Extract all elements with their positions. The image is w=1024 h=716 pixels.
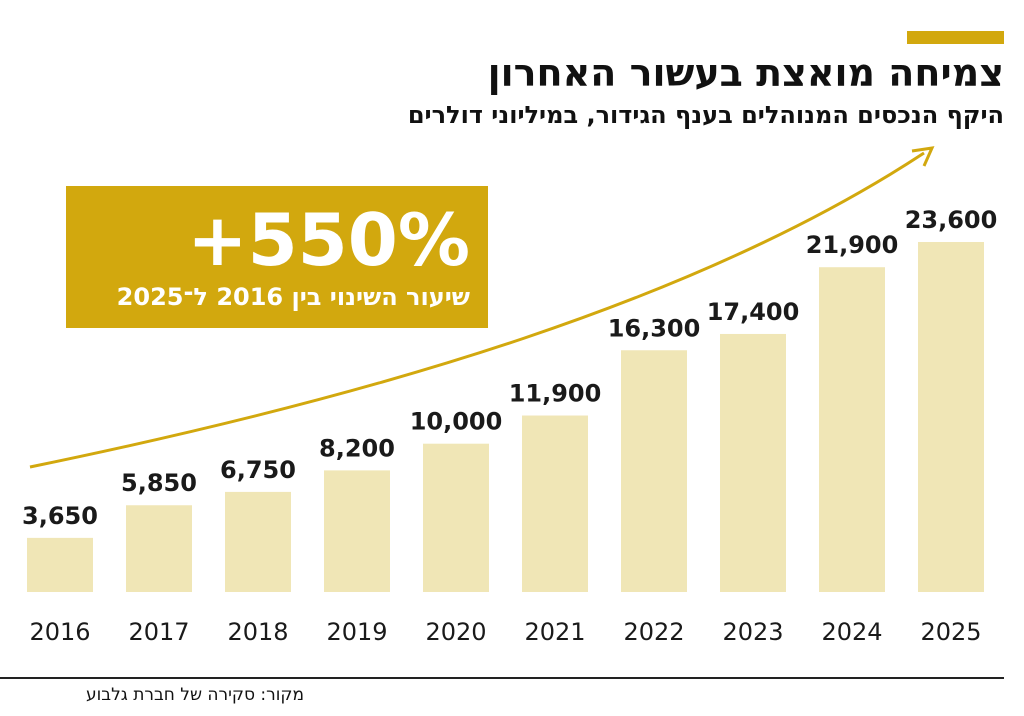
callout-label: שיעור השינוי בין 2016 ל־2025 [116,283,470,311]
value-label-2018: 6,750 [220,456,296,484]
bar-2016 [27,537,93,592]
accent-bar [907,31,1004,44]
callout-value: +550% [187,198,470,282]
bar-2017 [126,505,192,592]
year-label-2019: 2019 [326,618,387,646]
bar-2023 [720,333,786,592]
value-label-2022: 16,300 [608,314,701,342]
chart-subtitle: היקף הנכסים המנוהלים בענף הגידור, במיליו… [407,101,1004,129]
year-label-2020: 2020 [425,618,486,646]
year-label-2023: 2023 [722,618,783,646]
bar-2025 [918,242,984,592]
bar-2022 [621,350,687,592]
value-label-2016: 3,650 [22,502,98,530]
year-label-2017: 2017 [128,618,189,646]
bar-2018 [225,491,291,592]
year-label-2018: 2018 [227,618,288,646]
value-label-2024: 21,900 [806,231,899,259]
year-label-2022: 2022 [623,618,684,646]
trend-arrow-head [911,146,935,167]
value-label-2017: 5,850 [121,469,197,497]
year-label-2021: 2021 [524,618,585,646]
value-label-2025: 23,600 [905,206,998,234]
year-label-2016: 2016 [29,618,90,646]
year-label-2024: 2024 [821,618,882,646]
value-label-2020: 10,000 [410,408,503,436]
value-label-2023: 17,400 [707,298,800,326]
chart-title: צמיחה מואצת בעשור האחרון [487,51,1004,95]
value-label-2021: 11,900 [509,380,602,408]
bar-2019 [324,470,390,592]
change-callout: +550% שיעור השינוי בין 2016 ל־2025 [66,186,488,328]
value-label-2019: 8,200 [319,434,395,462]
source-note: מקור: סקירה של חברת גלבוע [86,685,304,705]
bar-2024 [819,267,885,592]
trend-arrow-line [29,151,925,469]
year-label-2025: 2025 [920,618,981,646]
bar-2021 [522,415,588,592]
bar-2020 [423,443,489,592]
footer-divider [0,677,1004,679]
